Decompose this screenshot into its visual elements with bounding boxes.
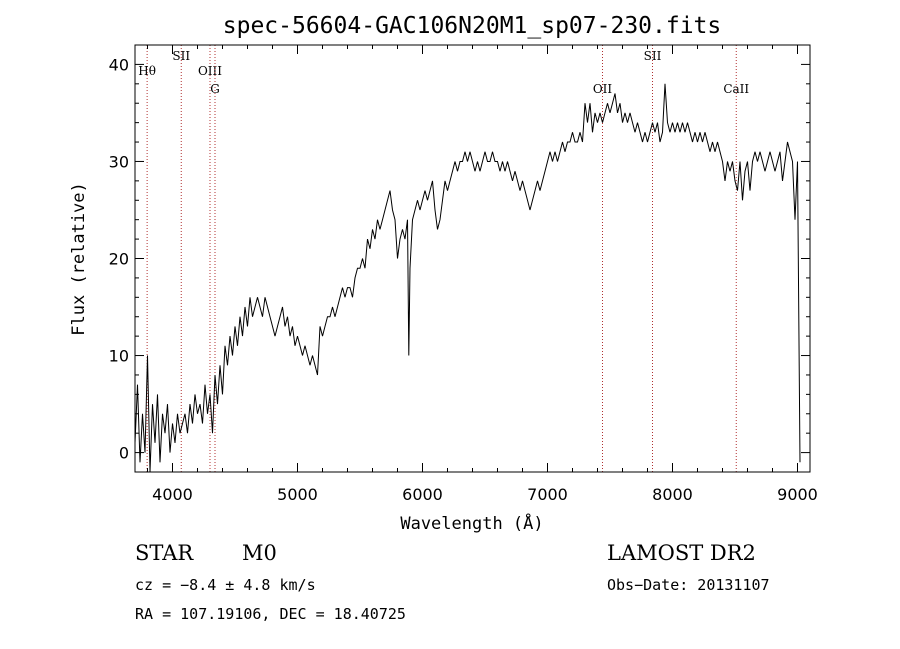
spectral-line-label: G xyxy=(210,82,220,96)
spectral-line-label: SII xyxy=(644,49,662,63)
plot-frame xyxy=(134,44,811,473)
y-tick-label: 10 xyxy=(109,347,129,366)
x-tick-label: 6000 xyxy=(402,485,443,504)
chart-title: spec-56604-GAC106N20M1_sp07-230.fits xyxy=(223,13,722,39)
x-tick-label: 9000 xyxy=(777,485,818,504)
spectral-line-label: SII xyxy=(172,49,190,63)
y-axis-ticks: 0 10 20 30 40 xyxy=(109,55,810,463)
x-tick-label: 7000 xyxy=(527,485,568,504)
survey-name: LAMOST DR2 xyxy=(607,541,756,565)
y-tick-label: 20 xyxy=(109,250,129,269)
y-tick-label: 30 xyxy=(109,152,129,171)
x-tick-label: 8000 xyxy=(652,485,693,504)
y-axis-label: Flux (relative) xyxy=(69,182,89,336)
spectral-line-label: OII xyxy=(593,82,613,96)
x-axis-ticks: 4000 5000 6000 7000 8000 9000 xyxy=(147,45,818,504)
y-tick-label: 40 xyxy=(109,55,129,74)
spectrum-line xyxy=(134,83,801,473)
ra-dec-coordinates: RA = 107.19106, DEC = 18.40725 xyxy=(135,605,406,623)
x-tick-label: 5000 xyxy=(277,485,318,504)
object-class: STAR xyxy=(135,541,194,565)
spectral-line-label: CaII xyxy=(723,82,749,96)
observation-date: Obs−Date: 20131107 xyxy=(607,576,770,594)
object-subclass: M0 xyxy=(242,541,277,565)
spectral-line-label: Hθ xyxy=(138,64,156,78)
y-tick-label: 0 xyxy=(119,444,129,463)
spectral-line-label: OIII xyxy=(198,64,222,78)
spectral-line-markers: Hθ SII OIII G OII SII CaII xyxy=(138,45,749,472)
x-tick-label: 4000 xyxy=(152,485,193,504)
redshift-velocity: cz = −8.4 ± 4.8 km/s xyxy=(135,576,316,594)
x-axis-label: Wavelength (Å) xyxy=(400,512,543,534)
